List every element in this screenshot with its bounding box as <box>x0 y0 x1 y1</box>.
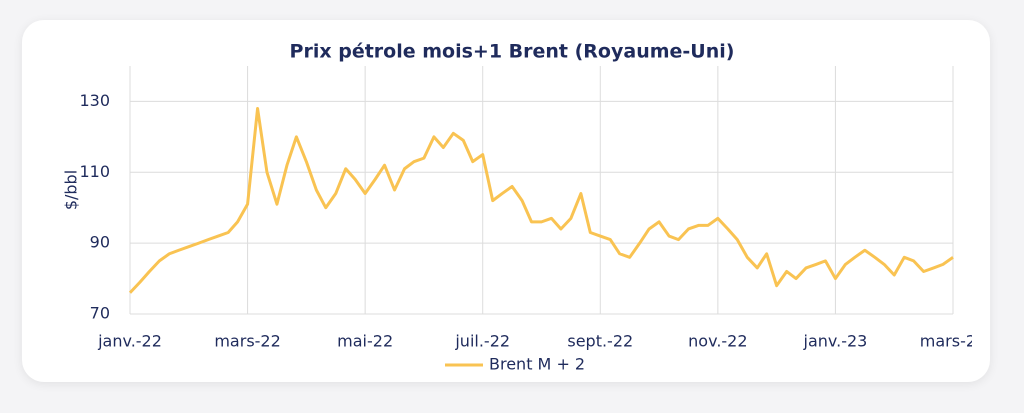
x-tick-label: sept.-22 <box>567 332 633 351</box>
x-tick-label: mars-22 <box>214 332 280 351</box>
legend-label: Brent M + 2 <box>489 355 585 374</box>
y-tick-label: 90 <box>90 233 110 252</box>
x-tick-label: mai-22 <box>337 332 393 351</box>
plot: 70 90 110 130 janv.-22 mars-22 mai-22 juil.-22 s… <box>79 66 986 351</box>
y-axis-label: $/bbl <box>62 170 81 210</box>
y-tick-label: 130 <box>79 91 110 110</box>
x-tick-label: janv.-22 <box>97 332 162 351</box>
y-tick-label: 110 <box>79 162 110 181</box>
y-tick-label: 70 <box>90 304 110 323</box>
x-tick-label: janv.-23 <box>803 332 868 351</box>
x-tick-label: juil.-22 <box>454 332 510 351</box>
x-tick-label: mars-23 <box>920 332 986 351</box>
x-tick-label: nov.-22 <box>688 332 747 351</box>
chart-title: Prix pétrole mois+1 Brent (Royaume-Uni) <box>290 41 735 63</box>
data-line <box>128 107 954 294</box>
card <box>22 20 990 382</box>
